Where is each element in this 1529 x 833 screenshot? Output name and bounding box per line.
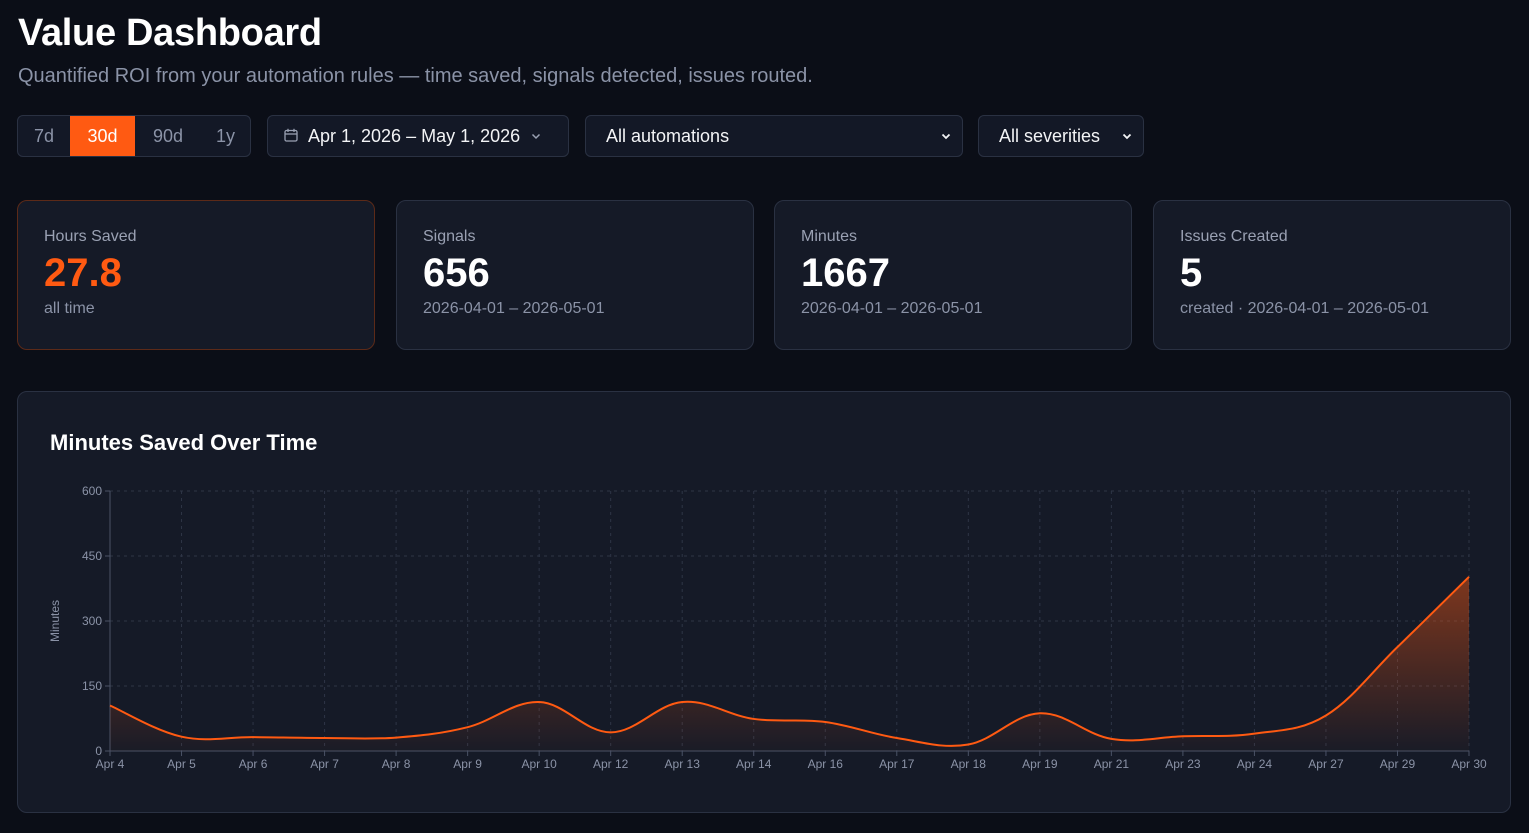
x-tick-label: Apr 24 [1237, 757, 1273, 771]
data-point [109, 704, 111, 706]
data-point [824, 721, 826, 723]
data-point [323, 737, 325, 739]
data-point [1253, 732, 1255, 734]
x-tick-label: Apr 17 [879, 757, 915, 771]
signals-card: Signals 656 2026-04-01 – 2026-05-01 [396, 200, 754, 350]
data-point [896, 737, 898, 739]
data-point [252, 736, 254, 738]
card-subtext: all time [44, 300, 95, 317]
card-value: 656 [423, 251, 490, 295]
date-range-picker[interactable]: Apr 1, 2026 – May 1, 2026 [267, 115, 569, 157]
data-point [1182, 735, 1184, 737]
data-point [681, 701, 683, 703]
x-tick-label: Apr 23 [1165, 757, 1201, 771]
calendar-icon [284, 126, 298, 147]
chart-title: Minutes Saved Over Time [50, 430, 318, 455]
series-line [109, 576, 1470, 747]
range-toggle-group: 7d 30d 90d 1y [17, 115, 251, 157]
data-point [753, 718, 755, 720]
minutes-card: Minutes 1667 2026-04-01 – 2026-05-01 [774, 200, 1132, 350]
chevron-down-icon [1121, 126, 1133, 147]
card-subtext: 2026-04-01 – 2026-05-01 [801, 300, 983, 317]
page-title: Value Dashboard [18, 12, 322, 54]
data-point [1110, 738, 1112, 740]
card-label: Issues Created [1180, 228, 1288, 245]
automation-select[interactable]: All automations [585, 115, 963, 157]
chevron-down-icon [530, 126, 542, 147]
range-7d-button[interactable]: 7d [33, 125, 55, 146]
series-area [110, 576, 1469, 751]
x-tick-label: Apr 7 [310, 757, 339, 771]
x-tick-label: Apr 27 [1308, 757, 1344, 771]
x-tick-label: Apr 21 [1094, 757, 1130, 771]
y-axis-label: Minutes [48, 600, 62, 642]
y-tick-label: 150 [82, 679, 102, 693]
data-point [967, 743, 969, 745]
range-90d-button[interactable]: 90d [152, 125, 184, 146]
x-tick-label: Apr 18 [951, 757, 987, 771]
card-value: 1667 [801, 251, 890, 295]
card-label: Signals [423, 228, 476, 245]
x-tick-label: Apr 5 [167, 757, 196, 771]
x-tick-label: Apr 29 [1380, 757, 1416, 771]
data-point [1396, 646, 1398, 648]
x-tick-label: Apr 8 [382, 757, 411, 771]
x-tick-label: Apr 19 [1022, 757, 1058, 771]
data-point [609, 731, 611, 733]
y-tick-label: 0 [95, 744, 102, 758]
x-tick-label: Apr 16 [808, 757, 844, 771]
data-point [1325, 714, 1327, 716]
data-point [1468, 576, 1470, 578]
minutes-chart-panel: Minutes Saved Over Time 0 150 300 450 600 Apr… [17, 391, 1511, 813]
y-tick-label: 300 [82, 614, 102, 628]
x-tick-label: Apr 14 [736, 757, 772, 771]
minutes-saved-chart: 0 150 300 450 600 Apr 4 Apr 5 Apr 6 Apr 7 Apr 8 Ap… [48, 484, 1487, 771]
x-tick-label: Apr 13 [665, 757, 701, 771]
x-tick-label: Apr 30 [1451, 757, 1487, 771]
data-point [466, 726, 468, 728]
page-subtitle: Quantified ROI from your automation rule… [18, 65, 813, 87]
x-tick-label: Apr 9 [453, 757, 482, 771]
data-point [395, 736, 397, 738]
card-label: Hours Saved [44, 228, 137, 245]
data-point [1039, 712, 1041, 714]
card-value: 5 [1180, 251, 1203, 295]
card-subtext: 2026-04-01 – 2026-05-01 [423, 300, 605, 317]
x-tick-label: Apr 6 [239, 757, 268, 771]
y-tick-label: 600 [82, 484, 102, 498]
data-point [538, 701, 540, 703]
hours-saved-card: Hours Saved 27.8 all time [17, 200, 375, 350]
data-point [180, 736, 182, 738]
chevron-down-icon [940, 126, 952, 147]
card-subtext: created · 2026-04-01 – 2026-05-01 [1180, 300, 1430, 317]
range-30d-button[interactable]: 30d [70, 116, 135, 156]
severity-select-value: All severities [999, 125, 1101, 146]
card-value: 27.8 [44, 251, 122, 295]
y-tick-label: 450 [82, 549, 102, 563]
card-label: Minutes [801, 228, 858, 245]
date-range-label: Apr 1, 2026 – May 1, 2026 [308, 125, 521, 146]
x-tick-label: Apr 12 [593, 757, 629, 771]
severity-select[interactable]: All severities [978, 115, 1144, 157]
x-tick-label: Apr 10 [521, 757, 557, 771]
range-1y-button[interactable]: 1y [215, 125, 235, 146]
issues-created-card: Issues Created 5 created · 2026-04-01 – … [1153, 200, 1511, 350]
x-tick-label: Apr 4 [96, 757, 125, 771]
automation-select-value: All automations [606, 125, 730, 146]
